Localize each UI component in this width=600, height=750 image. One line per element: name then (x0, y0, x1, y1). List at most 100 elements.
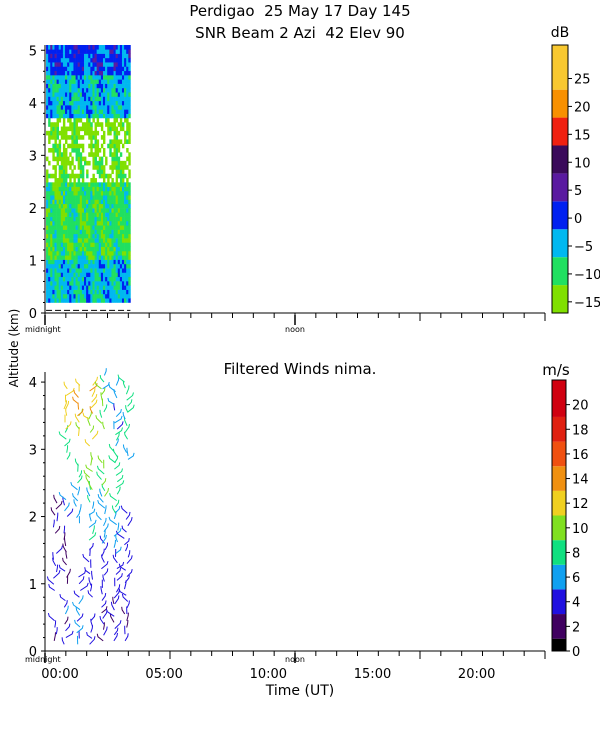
snr-cell (117, 293, 121, 299)
snr-cell (46, 250, 49, 256)
snr-cell (115, 298, 119, 303)
snr-cell (92, 298, 95, 303)
snr-midnight-label: midnight (25, 325, 61, 334)
snr-cell (126, 105, 129, 110)
snr-cell (75, 96, 78, 102)
snr-cell (94, 53, 97, 59)
snr-cell (81, 53, 85, 59)
snr-cell (58, 57, 62, 63)
snr-cell (77, 70, 81, 76)
snr-cell (48, 203, 51, 209)
wind-barb (108, 516, 117, 526)
snr-cell (67, 281, 70, 286)
snr-cell (124, 83, 127, 89)
snr-cell (102, 208, 106, 213)
wind-barb (63, 381, 68, 390)
snr-cell (90, 70, 93, 76)
snr-cell (50, 96, 53, 102)
snr-cell (115, 53, 119, 59)
snr-cell (88, 276, 91, 282)
snr-cell (94, 156, 97, 162)
snr-cell (115, 246, 119, 252)
snr-cell (77, 298, 81, 303)
snr-cell (102, 229, 106, 235)
snr-cell (86, 62, 89, 67)
snr-cell (77, 130, 81, 136)
snr-cell (124, 79, 127, 84)
snr-cell (96, 229, 100, 235)
snr-cell (107, 293, 110, 299)
snr-cell (126, 216, 129, 222)
snr-cell (124, 246, 127, 252)
snr-cell (77, 289, 81, 295)
wind-barb (115, 480, 125, 489)
snr-cell (75, 130, 78, 136)
snr-cell (126, 246, 129, 252)
snr-cell (105, 199, 108, 205)
snr-cell (90, 225, 93, 230)
snr-cell (79, 160, 83, 166)
snr-cell (60, 45, 64, 50)
snr-cell (48, 117, 51, 123)
snr-cell (88, 208, 91, 213)
snr-cell (79, 250, 83, 256)
snr-cell (90, 255, 93, 260)
snr-cell (79, 229, 83, 235)
snr-cell (73, 242, 76, 247)
snr-cell (56, 272, 59, 278)
snr-cell (50, 276, 53, 282)
snr-cell (77, 208, 81, 213)
snr-cell (79, 216, 83, 222)
snr-cell (86, 208, 89, 213)
snr-cell (71, 298, 74, 303)
snr-cell (69, 238, 72, 243)
snr-cell (77, 117, 81, 123)
snr-cell (54, 100, 57, 106)
snr-cell (94, 293, 97, 299)
snr-cell (54, 190, 57, 196)
snr-cell (109, 126, 112, 132)
snr-cell (92, 105, 95, 110)
snr-cell (46, 255, 49, 260)
snr-cell (77, 53, 81, 59)
snr-cell (128, 246, 131, 252)
snr-cell (90, 293, 93, 299)
snr-cell (113, 238, 116, 243)
snr-cell (126, 109, 129, 114)
snr-cell (94, 122, 97, 127)
snr-cell (124, 92, 127, 97)
snr-cell (88, 83, 91, 89)
snr-cell (48, 113, 51, 119)
snr-cell (77, 259, 81, 265)
snr-cell (102, 276, 106, 282)
wind-barb (78, 569, 87, 578)
snr-cell (126, 117, 129, 123)
snr-cell (121, 250, 125, 256)
snr-cell (62, 169, 66, 175)
snr-cell (46, 83, 49, 89)
snr-cell (75, 229, 78, 235)
snr-cell (69, 126, 72, 132)
snr-cell (96, 117, 100, 123)
snr-cell (113, 70, 116, 76)
snr-cell (62, 259, 66, 265)
snr-cell (117, 45, 121, 50)
snr-cell (124, 289, 127, 295)
wind-barb (109, 493, 117, 502)
wind-barb (89, 543, 94, 551)
snr-cell (54, 259, 57, 265)
snr-cell (109, 293, 112, 299)
snr-cell (109, 259, 112, 265)
snr-cell (71, 113, 74, 119)
snr-cell (54, 285, 57, 290)
snr-cell (69, 117, 72, 123)
wind-barb (125, 405, 129, 413)
snr-cell (56, 62, 59, 67)
snr-cell (79, 75, 83, 80)
snr-cell (73, 105, 76, 110)
snr-cell (96, 100, 100, 106)
snr-cell (73, 220, 76, 226)
snr-cell (109, 246, 112, 252)
snr-cell (107, 66, 110, 72)
